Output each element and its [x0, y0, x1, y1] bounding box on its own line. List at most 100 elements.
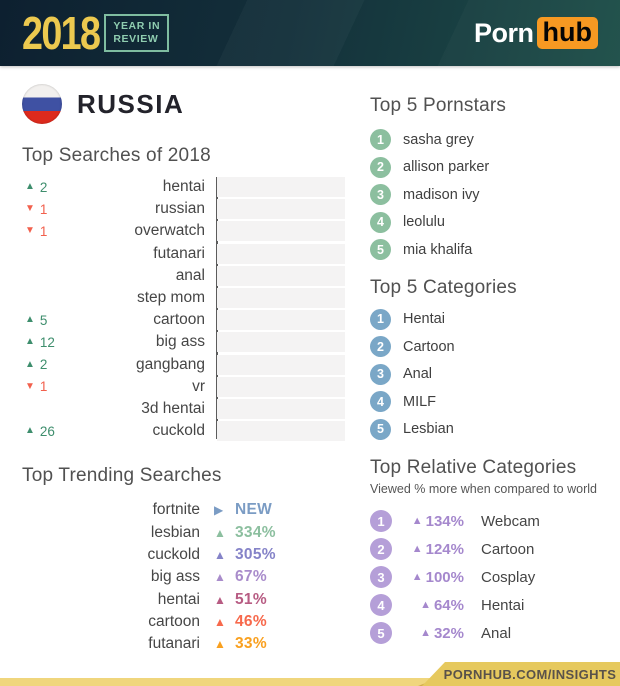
- top-pornstars-list: 1 sasha grey 2 allison parker 3 madison …: [370, 126, 612, 264]
- rank-change-value: 5: [39, 312, 48, 328]
- relative-percent-value: 32%: [433, 624, 464, 642]
- relative-percent-value: 134%: [425, 512, 464, 530]
- rank-change: ▲ 2: [22, 357, 62, 372]
- left-column: RUSSIA Top Searches of 2018 ▲ 2 hentai ▼ 1…: [22, 66, 358, 655]
- ranked-item-name: MILF: [403, 393, 437, 410]
- trending-arrow-icon: ▲: [214, 592, 226, 607]
- relative-percent-value: 100%: [425, 568, 464, 586]
- top-searches-bar-chart: ▲ 2 hentai ▼ 1 russian ▼ 1 overwatch futana…: [22, 176, 358, 442]
- top-searches-title: Top Searches of 2018: [22, 145, 211, 166]
- bar-track: [217, 310, 345, 331]
- pornhub-logo-porn: Porn: [474, 17, 534, 48]
- relative-category-name: Webcam: [481, 512, 540, 530]
- rank-change-arrow-icon: ▼: [25, 380, 35, 392]
- chart-row: ▲ 12 big ass: [22, 331, 358, 353]
- rank-number-badge: 4: [370, 391, 391, 413]
- ranked-list-row: 2 allison parker: [370, 154, 612, 182]
- trending-row: futanari ▲ 33%: [22, 633, 358, 655]
- ranked-list-row: 3 madison ivy: [370, 181, 612, 209]
- trending-row: cartoon ▲ 46%: [22, 611, 358, 633]
- trending-term: cuckold: [147, 545, 200, 563]
- top-relative-list: 1 ▲ 134% Webcam 2 ▲ 124% Cartoon 3 ▲ 100% C…: [370, 507, 612, 647]
- relative-category-name: Cosplay: [481, 568, 536, 586]
- trending-value: NEW: [235, 501, 273, 519]
- bar-track: [217, 332, 345, 353]
- rank-number-badge: 4: [370, 594, 392, 616]
- bar-track: [217, 221, 345, 242]
- rank-change: ▼ 1: [22, 202, 62, 217]
- rank-change-value: 2: [39, 357, 48, 373]
- pornhub-logo-hub: hub: [536, 16, 598, 50]
- rank-change-arrow-icon: ▲: [25, 425, 35, 437]
- trending-value: 33%: [235, 635, 267, 653]
- footer-yellow-strip: [0, 678, 620, 686]
- trending-value: 51%: [235, 590, 267, 608]
- trending-searches-list: fortnite ▶ NEW lesbian ▲ 334% cuckold ▲ …: [22, 499, 358, 655]
- search-term-label: futanari: [153, 244, 205, 262]
- ranked-list-row: 4 leolulu: [370, 209, 612, 237]
- search-term-label: vr: [192, 377, 205, 395]
- pornhub-logo: Porn hub: [474, 16, 598, 50]
- trending-value: 334%: [235, 523, 276, 541]
- rank-change: ▼ 1: [22, 224, 62, 239]
- trending-term: futanari: [148, 635, 200, 653]
- chart-row: ▼ 1 vr: [22, 376, 358, 398]
- bar-track: [217, 265, 345, 286]
- chart-row: 3d hentai: [22, 398, 358, 420]
- relative-category-row: 2 ▲ 124% Cartoon: [370, 535, 612, 563]
- rank-change-value: 1: [39, 379, 48, 395]
- ranked-item-name: Anal: [403, 366, 433, 383]
- country-header: RUSSIA: [22, 84, 358, 124]
- trending-arrow-icon: ▲: [214, 637, 226, 652]
- rank-number-badge: 5: [370, 622, 392, 644]
- up-arrow-icon: ▲: [411, 570, 423, 583]
- rank-change: ▲ 12: [22, 335, 62, 350]
- rank-change: ▼ 1: [22, 379, 62, 394]
- relative-percent-value: 64%: [433, 596, 464, 614]
- rank-number-badge: 2: [370, 538, 392, 560]
- chart-row: ▲ 5 cartoon: [22, 309, 358, 331]
- relative-category-name: Anal: [481, 624, 512, 642]
- rank-number-badge: 5: [370, 239, 391, 261]
- ranked-item-name: allison parker: [403, 159, 490, 176]
- ranked-list-row: 1 sasha grey: [370, 126, 612, 154]
- up-arrow-icon: ▲: [411, 542, 423, 555]
- top-relative-subtitle: Viewed % more when compared to world: [370, 482, 597, 496]
- relative-category-row: 5 ▲ 32% Anal: [370, 619, 612, 647]
- right-column: Top 5 Pornstars 1 sasha grey 2 allison p…: [370, 66, 612, 647]
- relative-category-name: Cartoon: [481, 540, 535, 558]
- relative-category-row: 4 ▲ 64% Hentai: [370, 591, 612, 619]
- trending-arrow-icon: ▲: [214, 570, 226, 585]
- year-in-review-badge: YEAR IN REVIEW: [104, 14, 170, 52]
- chart-row: futanari: [22, 243, 358, 265]
- trending-row: fortnite ▶ NEW: [22, 499, 358, 521]
- bar-track: [217, 288, 345, 309]
- trending-value: 305%: [235, 545, 276, 563]
- rank-change-arrow-icon: ▼: [25, 203, 35, 215]
- footer-insights-link: PORNHUB.COM/INSIGHTS: [422, 662, 620, 686]
- chart-row: ▼ 1 overwatch: [22, 220, 358, 242]
- rank-change: ▲ 26: [22, 424, 62, 439]
- trending-arrow-icon: ▲: [214, 525, 226, 540]
- rank-number-badge: 3: [370, 184, 391, 206]
- rank-number-badge: 1: [370, 510, 392, 532]
- chart-axis-line: [216, 177, 218, 440]
- trending-term: hentai: [157, 590, 200, 608]
- search-term-label: cartoon: [153, 311, 205, 329]
- search-term-label: 3d hentai: [141, 399, 205, 417]
- rank-number-badge: 1: [370, 308, 391, 330]
- russia-flag-icon: [22, 84, 62, 124]
- rank-change-arrow-icon: ▲: [25, 314, 35, 326]
- rank-change-arrow-icon: ▲: [25, 358, 35, 370]
- rank-change-value: 1: [39, 223, 48, 239]
- rank-number-badge: 2: [370, 156, 391, 178]
- country-name: RUSSIA: [77, 88, 185, 119]
- search-term-label: overwatch: [134, 222, 205, 240]
- ranked-item-name: mia khalifa: [403, 241, 473, 258]
- rank-number-badge: 2: [370, 336, 391, 358]
- trending-row: hentai ▲ 51%: [22, 588, 358, 610]
- top-trending-title: Top Trending Searches: [22, 465, 222, 487]
- trending-term: cartoon: [148, 612, 200, 630]
- year-in-review-line2: REVIEW: [113, 33, 159, 45]
